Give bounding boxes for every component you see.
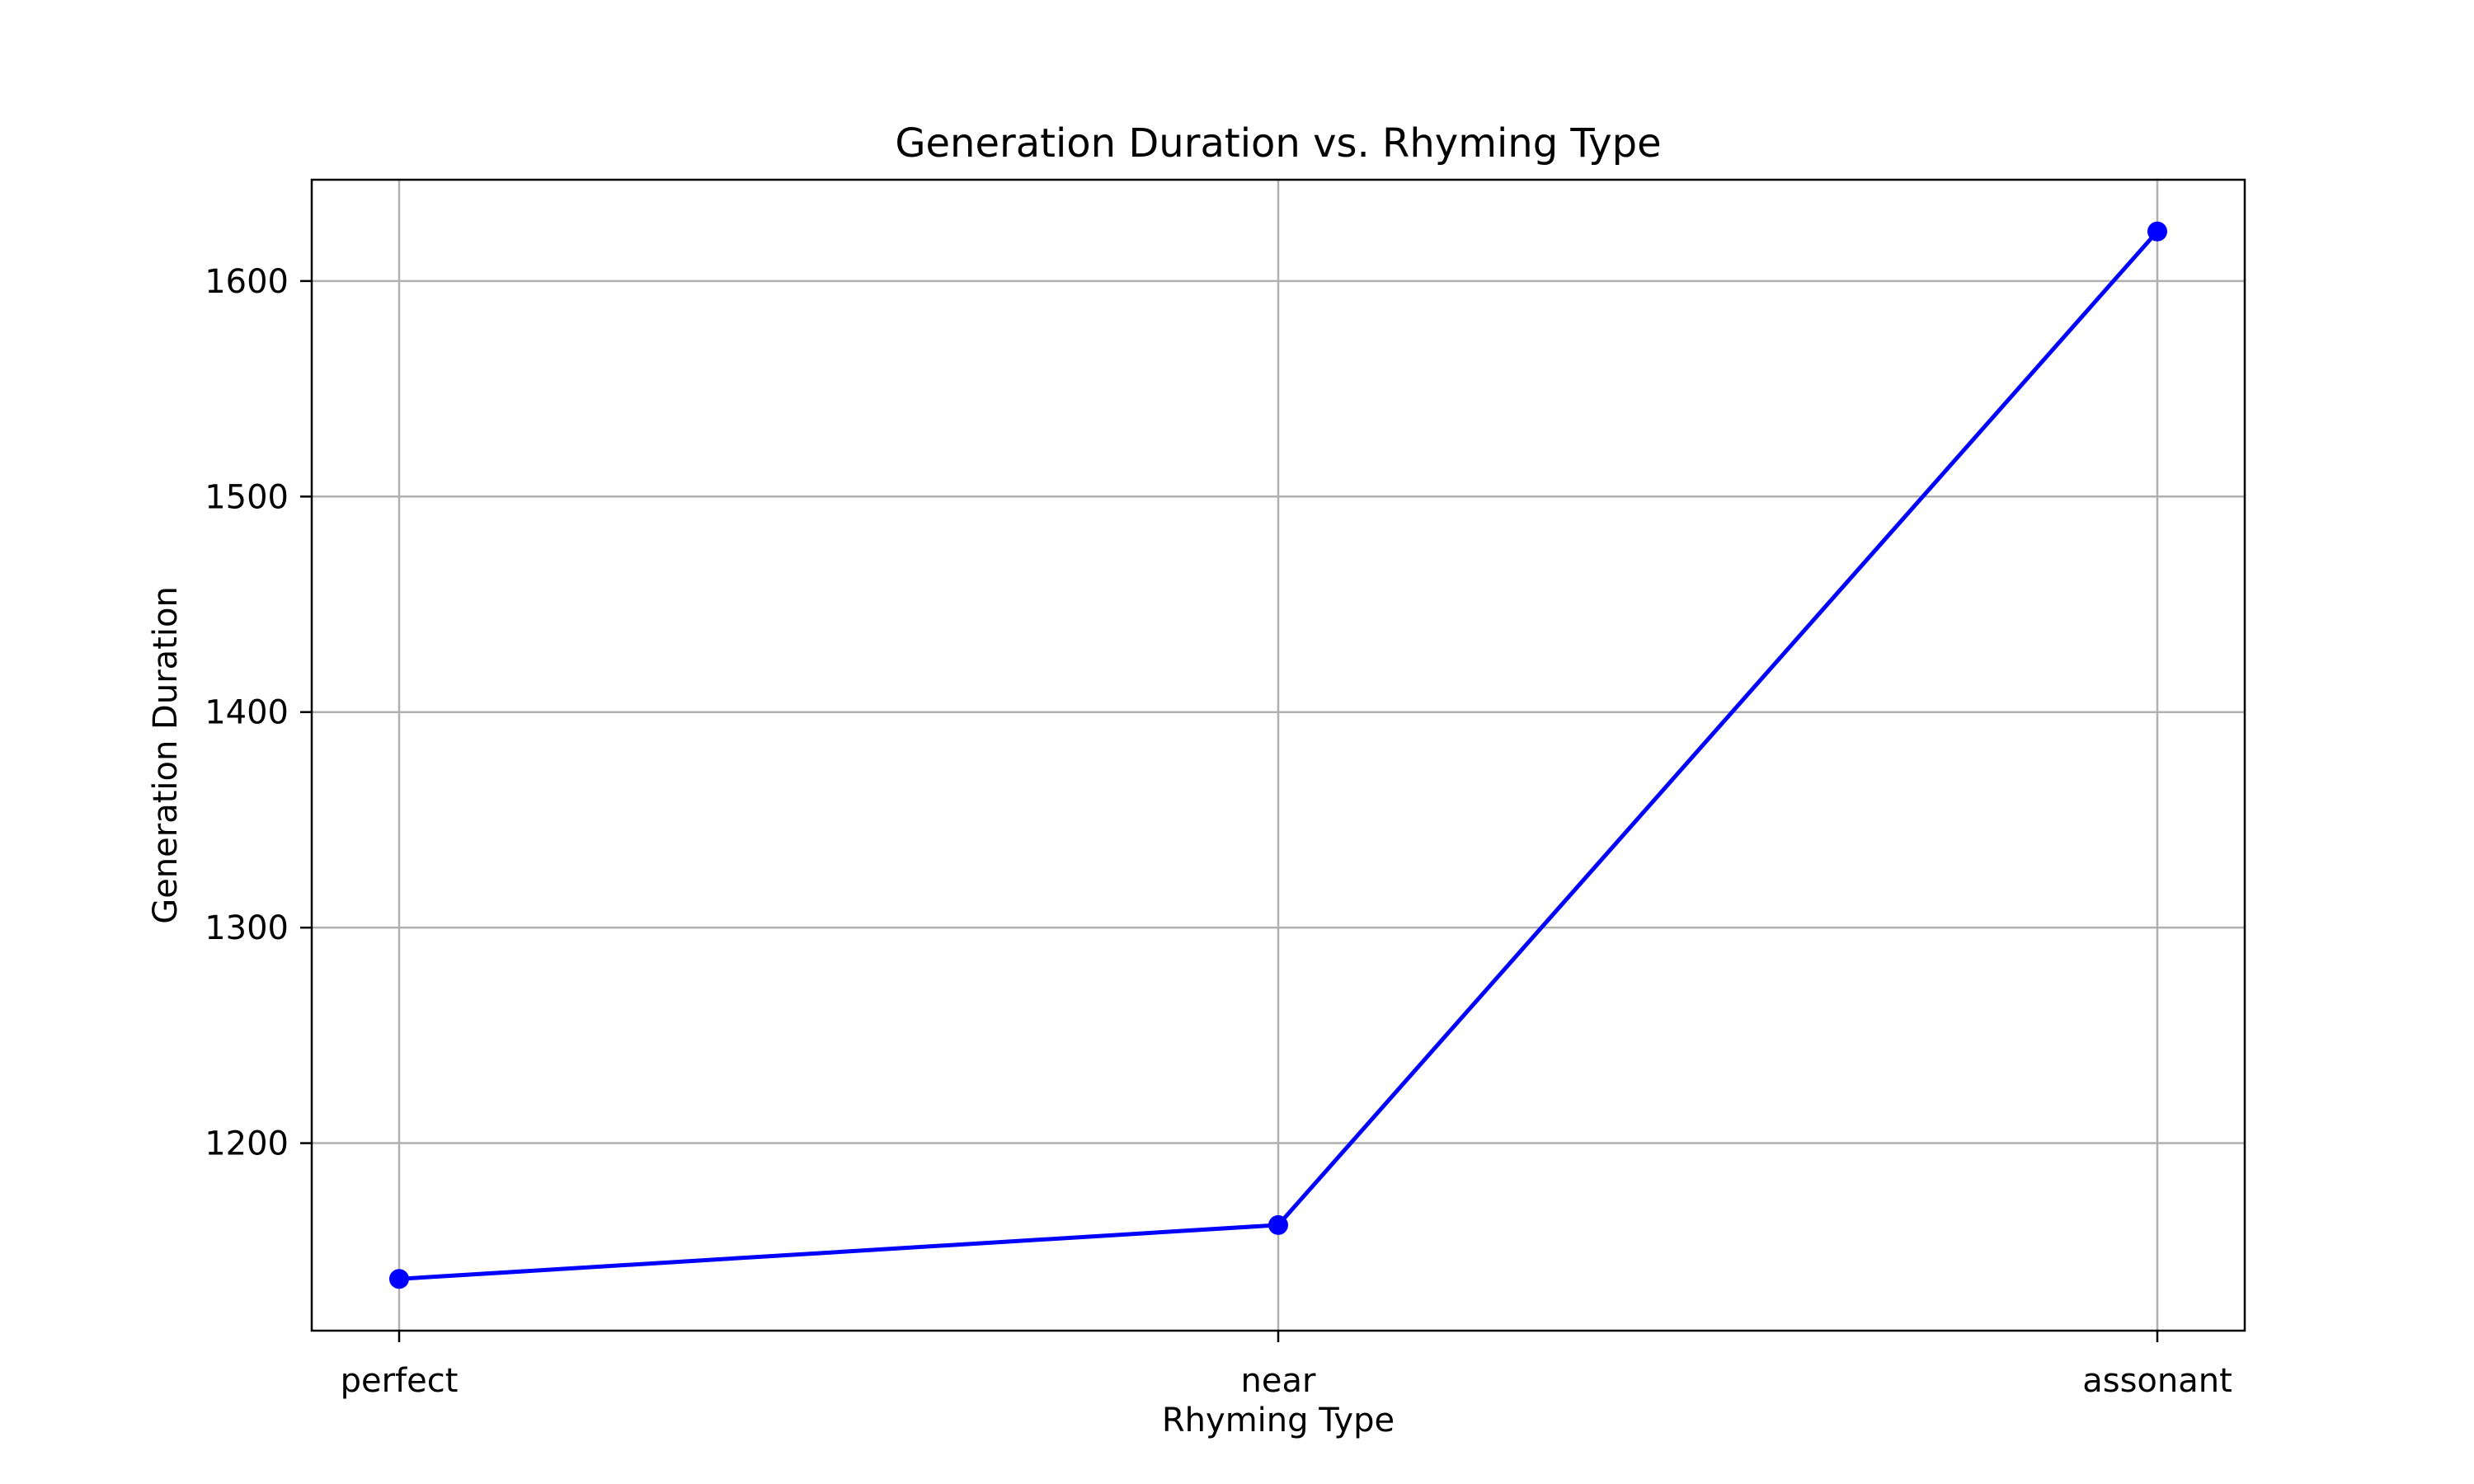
- y-tick-label: 1600: [205, 263, 289, 301]
- series-layer: [389, 221, 2167, 1289]
- y-axis-title: Generation Duration: [147, 586, 185, 924]
- axis-ticks: perfect near assonant 1200 1300 1400 1500 1600: [205, 263, 2232, 1400]
- x-tick-label: assonant: [2082, 1362, 2232, 1400]
- grid-lines: [312, 180, 2245, 1331]
- y-tick-label: 1300: [205, 909, 289, 947]
- y-tick-label: 1500: [205, 478, 289, 516]
- y-tick-label: 1400: [205, 694, 289, 732]
- chart-title: Generation Duration vs. Rhyming Type: [895, 120, 1661, 167]
- x-axis-title: Rhyming Type: [1162, 1402, 1395, 1439]
- data-point: [389, 1269, 409, 1289]
- x-tick-label: perfect: [341, 1362, 459, 1400]
- y-tick-label: 1200: [205, 1125, 289, 1163]
- data-point: [1268, 1214, 1288, 1235]
- x-tick-label: near: [1241, 1362, 1316, 1400]
- data-point: [2147, 221, 2167, 242]
